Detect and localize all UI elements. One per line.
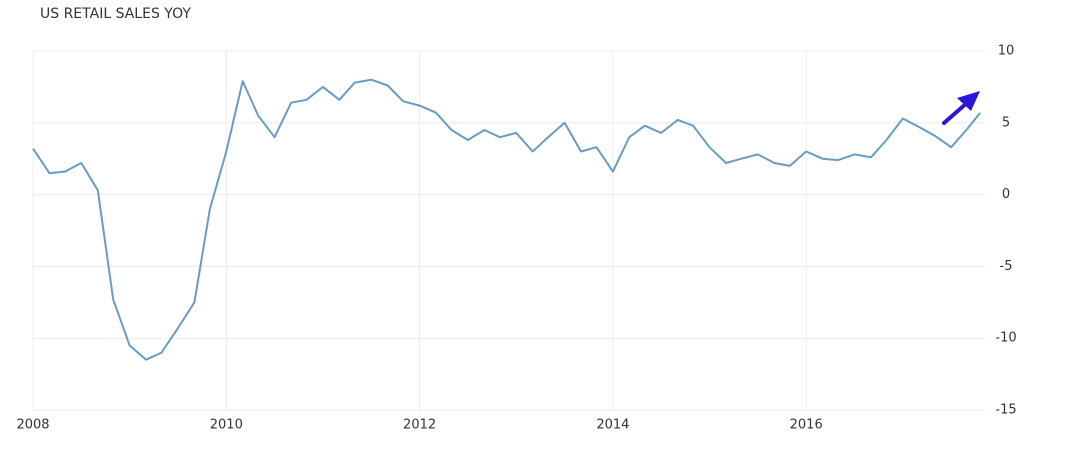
- x-tick-label: 2012: [403, 418, 436, 433]
- y-tick-label: -10: [995, 331, 1016, 346]
- y-tick-label: 5: [1002, 115, 1010, 130]
- trend-arrow: [942, 91, 980, 125]
- x-tick-label: 2014: [596, 418, 629, 433]
- arrow-head: [957, 91, 980, 111]
- y-tick-label: 10: [998, 44, 1015, 59]
- y-tick-label: -5: [1000, 259, 1013, 274]
- chart-title: US RETAIL SALES YOY: [40, 6, 191, 22]
- plot: [32, 78, 981, 361]
- y-tick-label: 0: [1002, 187, 1010, 202]
- arrow-shaft: [942, 100, 970, 125]
- grid: [32, 50, 985, 411]
- data-line: [32, 78, 981, 361]
- y-tick-label: -15: [995, 403, 1016, 418]
- x-tick-label: 2010: [210, 418, 243, 433]
- x-tick-label: 2016: [790, 418, 823, 433]
- x-tick-label: 2008: [16, 418, 49, 433]
